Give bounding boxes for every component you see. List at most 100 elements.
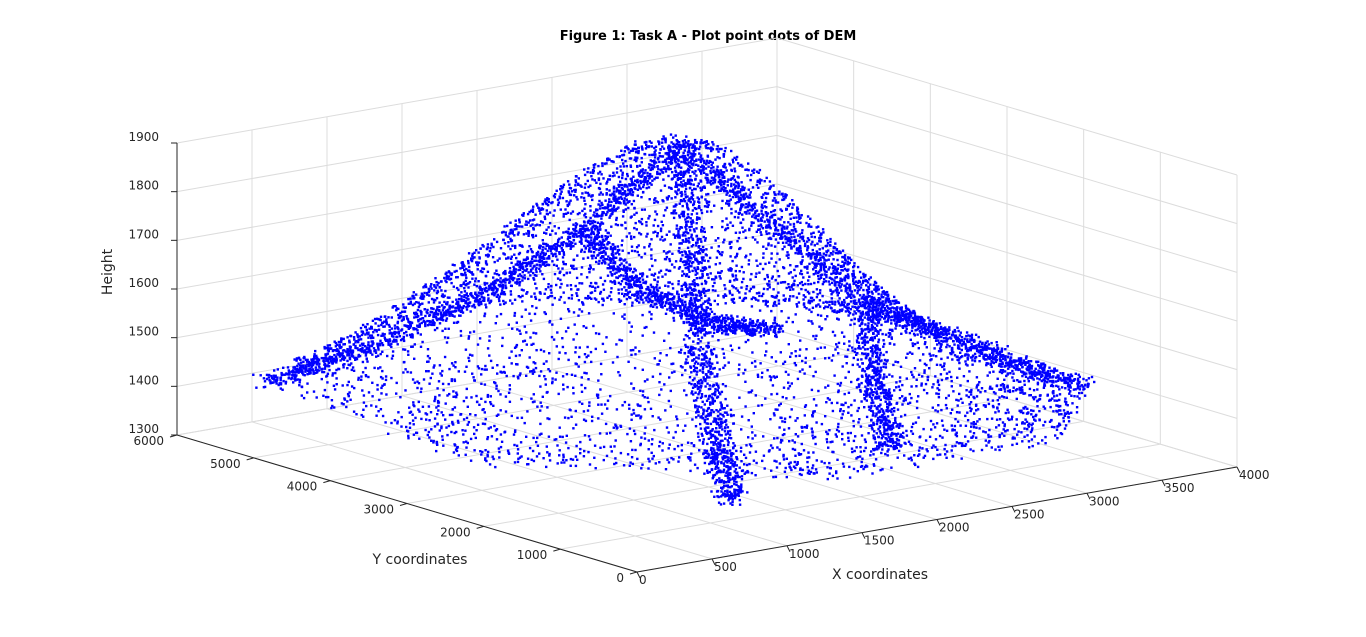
data-point xyxy=(639,298,642,301)
data-point xyxy=(403,348,407,351)
data-point xyxy=(508,356,511,359)
data-point xyxy=(478,298,482,301)
data-point xyxy=(536,204,539,207)
data-point xyxy=(654,462,657,465)
data-point xyxy=(806,249,809,252)
data-point xyxy=(705,140,708,143)
data-point xyxy=(435,280,438,284)
data-point xyxy=(705,202,709,205)
data-point xyxy=(338,345,341,348)
data-point xyxy=(788,415,792,419)
data-point xyxy=(705,143,708,147)
data-point xyxy=(394,305,397,308)
data-point xyxy=(632,412,636,415)
data-point xyxy=(1027,380,1030,383)
data-point xyxy=(377,318,380,321)
data-point xyxy=(868,424,871,427)
data-point xyxy=(643,432,646,435)
data-point xyxy=(473,379,476,382)
data-point xyxy=(975,409,978,412)
data-point xyxy=(517,295,520,298)
data-point xyxy=(337,340,341,344)
data-point xyxy=(830,262,833,266)
data-point xyxy=(507,323,510,326)
data-point xyxy=(357,378,360,381)
data-point xyxy=(606,296,609,299)
x-tick xyxy=(1086,493,1091,500)
data-point xyxy=(826,242,830,245)
data-point xyxy=(677,236,680,239)
data-point xyxy=(553,438,556,441)
data-point xyxy=(1027,425,1030,428)
data-point xyxy=(789,295,792,298)
data-point xyxy=(972,426,976,429)
data-point xyxy=(616,355,619,359)
data-point xyxy=(640,436,643,439)
data-point xyxy=(495,438,499,441)
data-point xyxy=(647,217,650,220)
data-point xyxy=(903,398,906,401)
data-point xyxy=(654,145,658,148)
data-point xyxy=(771,204,774,207)
data-point xyxy=(478,257,481,260)
data-point xyxy=(906,319,909,322)
data-point xyxy=(1032,415,1035,419)
data-point xyxy=(631,170,634,173)
data-point xyxy=(559,208,562,211)
data-point xyxy=(623,313,626,316)
data-point xyxy=(720,253,723,257)
data-point xyxy=(850,403,853,407)
data-point xyxy=(720,207,723,210)
data-point xyxy=(561,435,564,439)
data-point xyxy=(892,422,895,425)
data-point xyxy=(792,295,795,298)
data-point xyxy=(366,323,369,326)
data-point xyxy=(312,362,316,365)
data-point xyxy=(497,413,500,416)
data-point xyxy=(334,371,337,375)
data-point xyxy=(636,250,639,254)
data-point xyxy=(794,354,798,358)
data-point xyxy=(716,156,719,159)
data-point xyxy=(730,314,733,317)
data-point xyxy=(362,401,366,404)
data-point xyxy=(744,340,747,344)
data-point xyxy=(402,306,405,309)
data-point xyxy=(851,450,854,454)
data-point xyxy=(422,295,426,298)
data-point xyxy=(633,226,636,230)
data-point xyxy=(781,224,784,227)
data-point xyxy=(528,210,531,214)
data-point xyxy=(923,369,926,372)
data-point xyxy=(561,187,564,190)
data-point xyxy=(525,374,528,377)
data-point xyxy=(837,389,840,392)
data-point xyxy=(409,371,413,374)
data-point xyxy=(601,342,605,346)
data-point xyxy=(865,415,869,419)
data-point xyxy=(762,435,765,438)
data-point xyxy=(720,390,724,394)
data-point xyxy=(837,318,840,321)
data-point xyxy=(639,389,642,392)
data-point xyxy=(864,440,867,444)
data-point xyxy=(863,276,866,279)
data-point xyxy=(464,348,468,351)
data-point xyxy=(772,209,775,213)
data-point xyxy=(465,292,468,295)
data-point xyxy=(644,169,647,172)
data-point xyxy=(800,269,803,272)
data-point xyxy=(970,342,973,346)
data-point xyxy=(647,457,650,461)
data-point xyxy=(970,336,974,340)
data-point xyxy=(419,303,422,306)
data-point xyxy=(665,233,668,236)
data-point xyxy=(710,226,714,229)
data-point xyxy=(784,196,787,199)
data-point xyxy=(472,330,476,333)
data-point xyxy=(813,410,816,413)
data-point xyxy=(855,457,858,460)
data-point xyxy=(486,437,489,441)
data-point xyxy=(715,256,719,259)
data-point xyxy=(708,384,711,387)
